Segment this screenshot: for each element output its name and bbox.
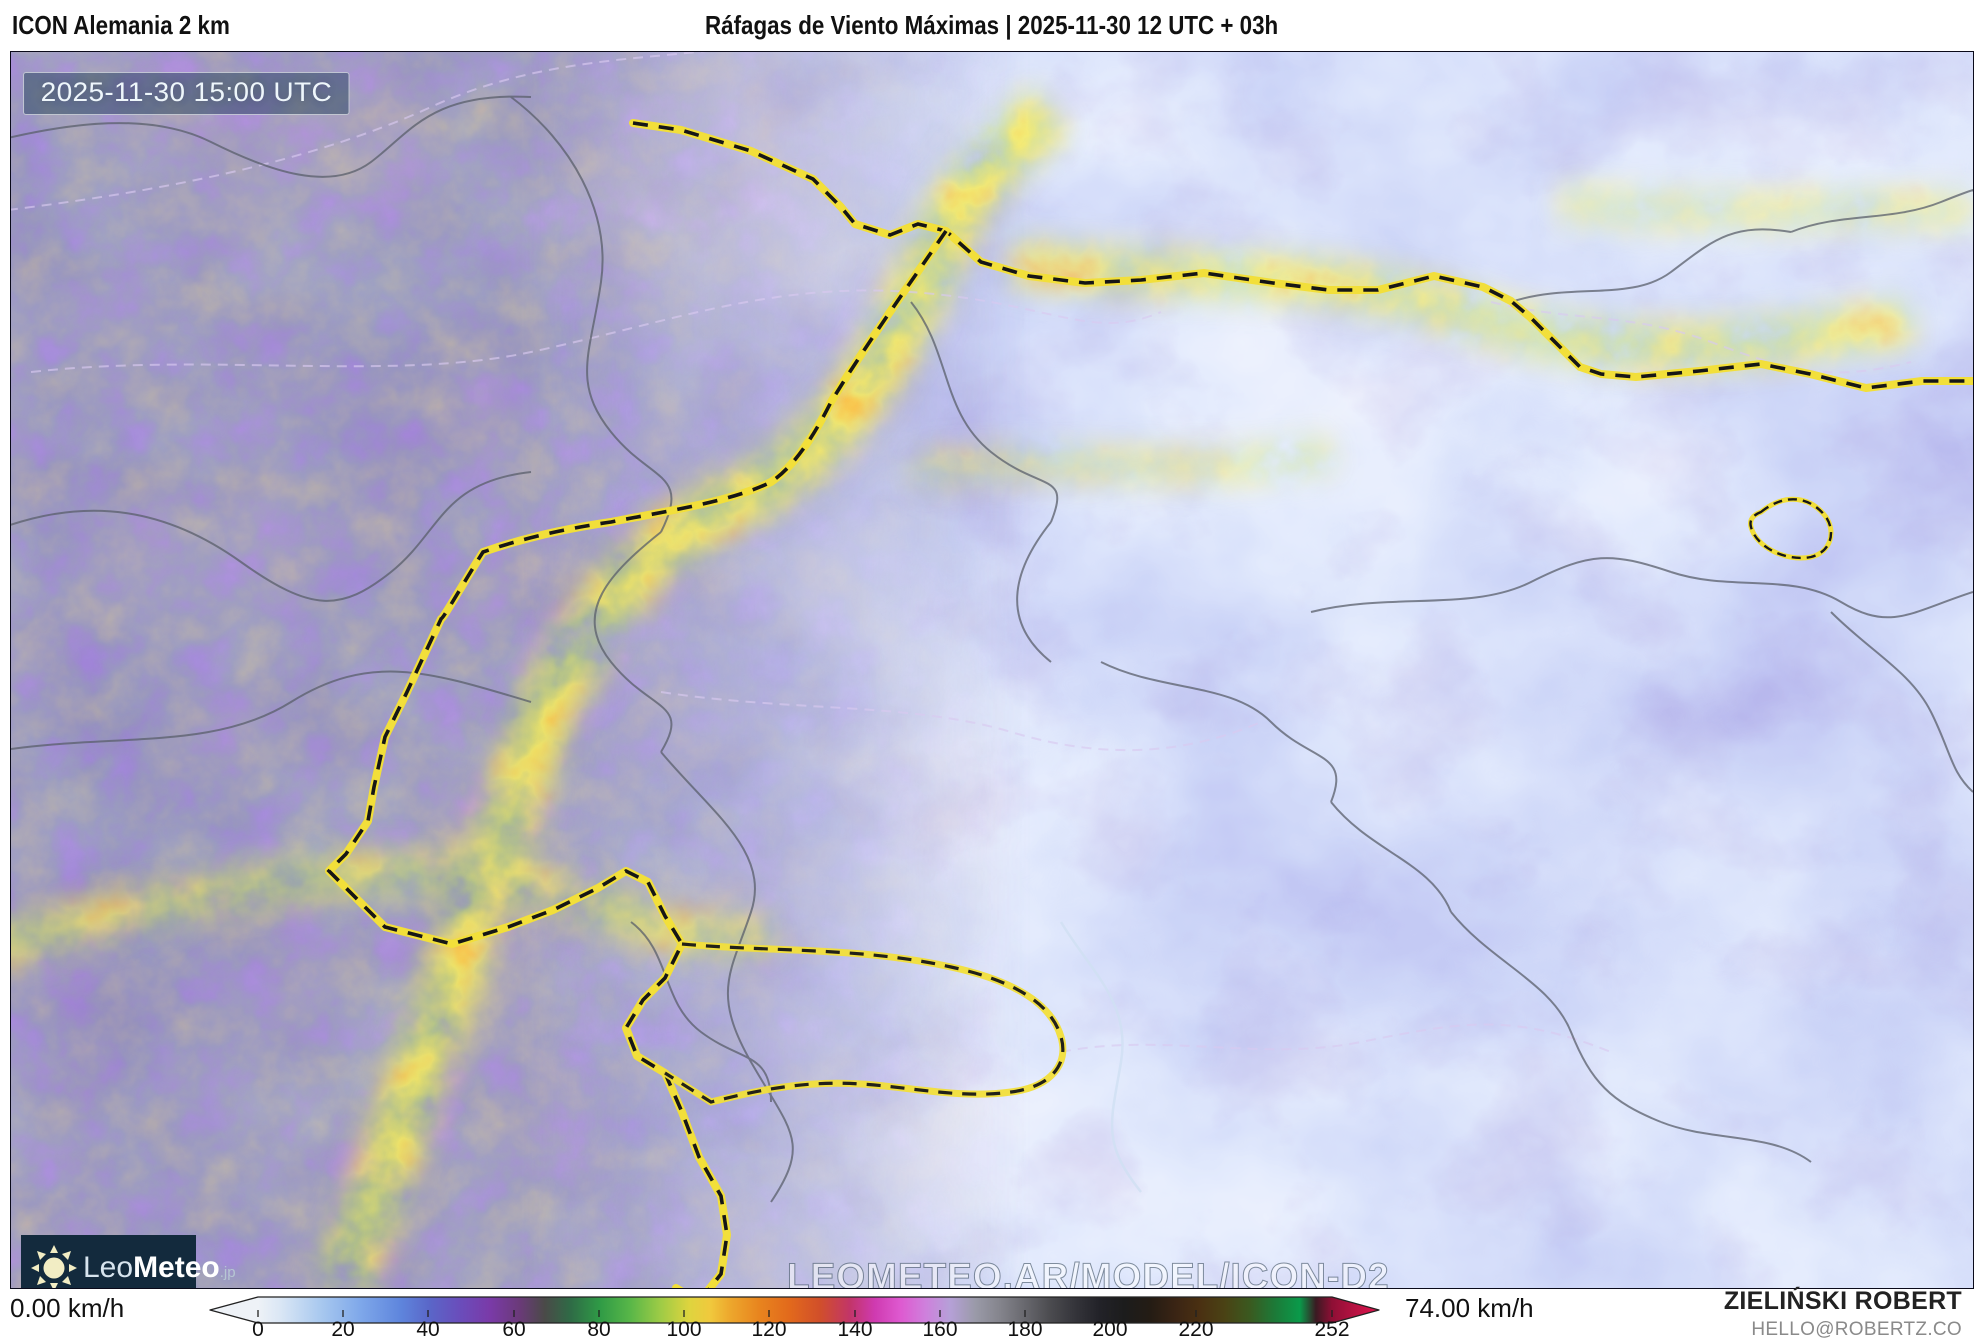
svg-text:100: 100: [666, 1318, 701, 1339]
svg-text:40: 40: [416, 1318, 439, 1339]
svg-text:160: 160: [922, 1318, 957, 1339]
svg-text:140: 140: [837, 1318, 872, 1339]
svg-text:220: 220: [1178, 1318, 1213, 1339]
svg-text:20: 20: [331, 1318, 354, 1339]
svg-text:252: 252: [1314, 1318, 1349, 1339]
svg-text:0: 0: [252, 1318, 264, 1339]
svg-text:200: 200: [1092, 1318, 1127, 1339]
svg-text:120: 120: [751, 1318, 786, 1339]
svg-text:60: 60: [502, 1318, 525, 1339]
svg-text:180: 180: [1007, 1318, 1042, 1339]
svg-text:80: 80: [587, 1318, 610, 1339]
